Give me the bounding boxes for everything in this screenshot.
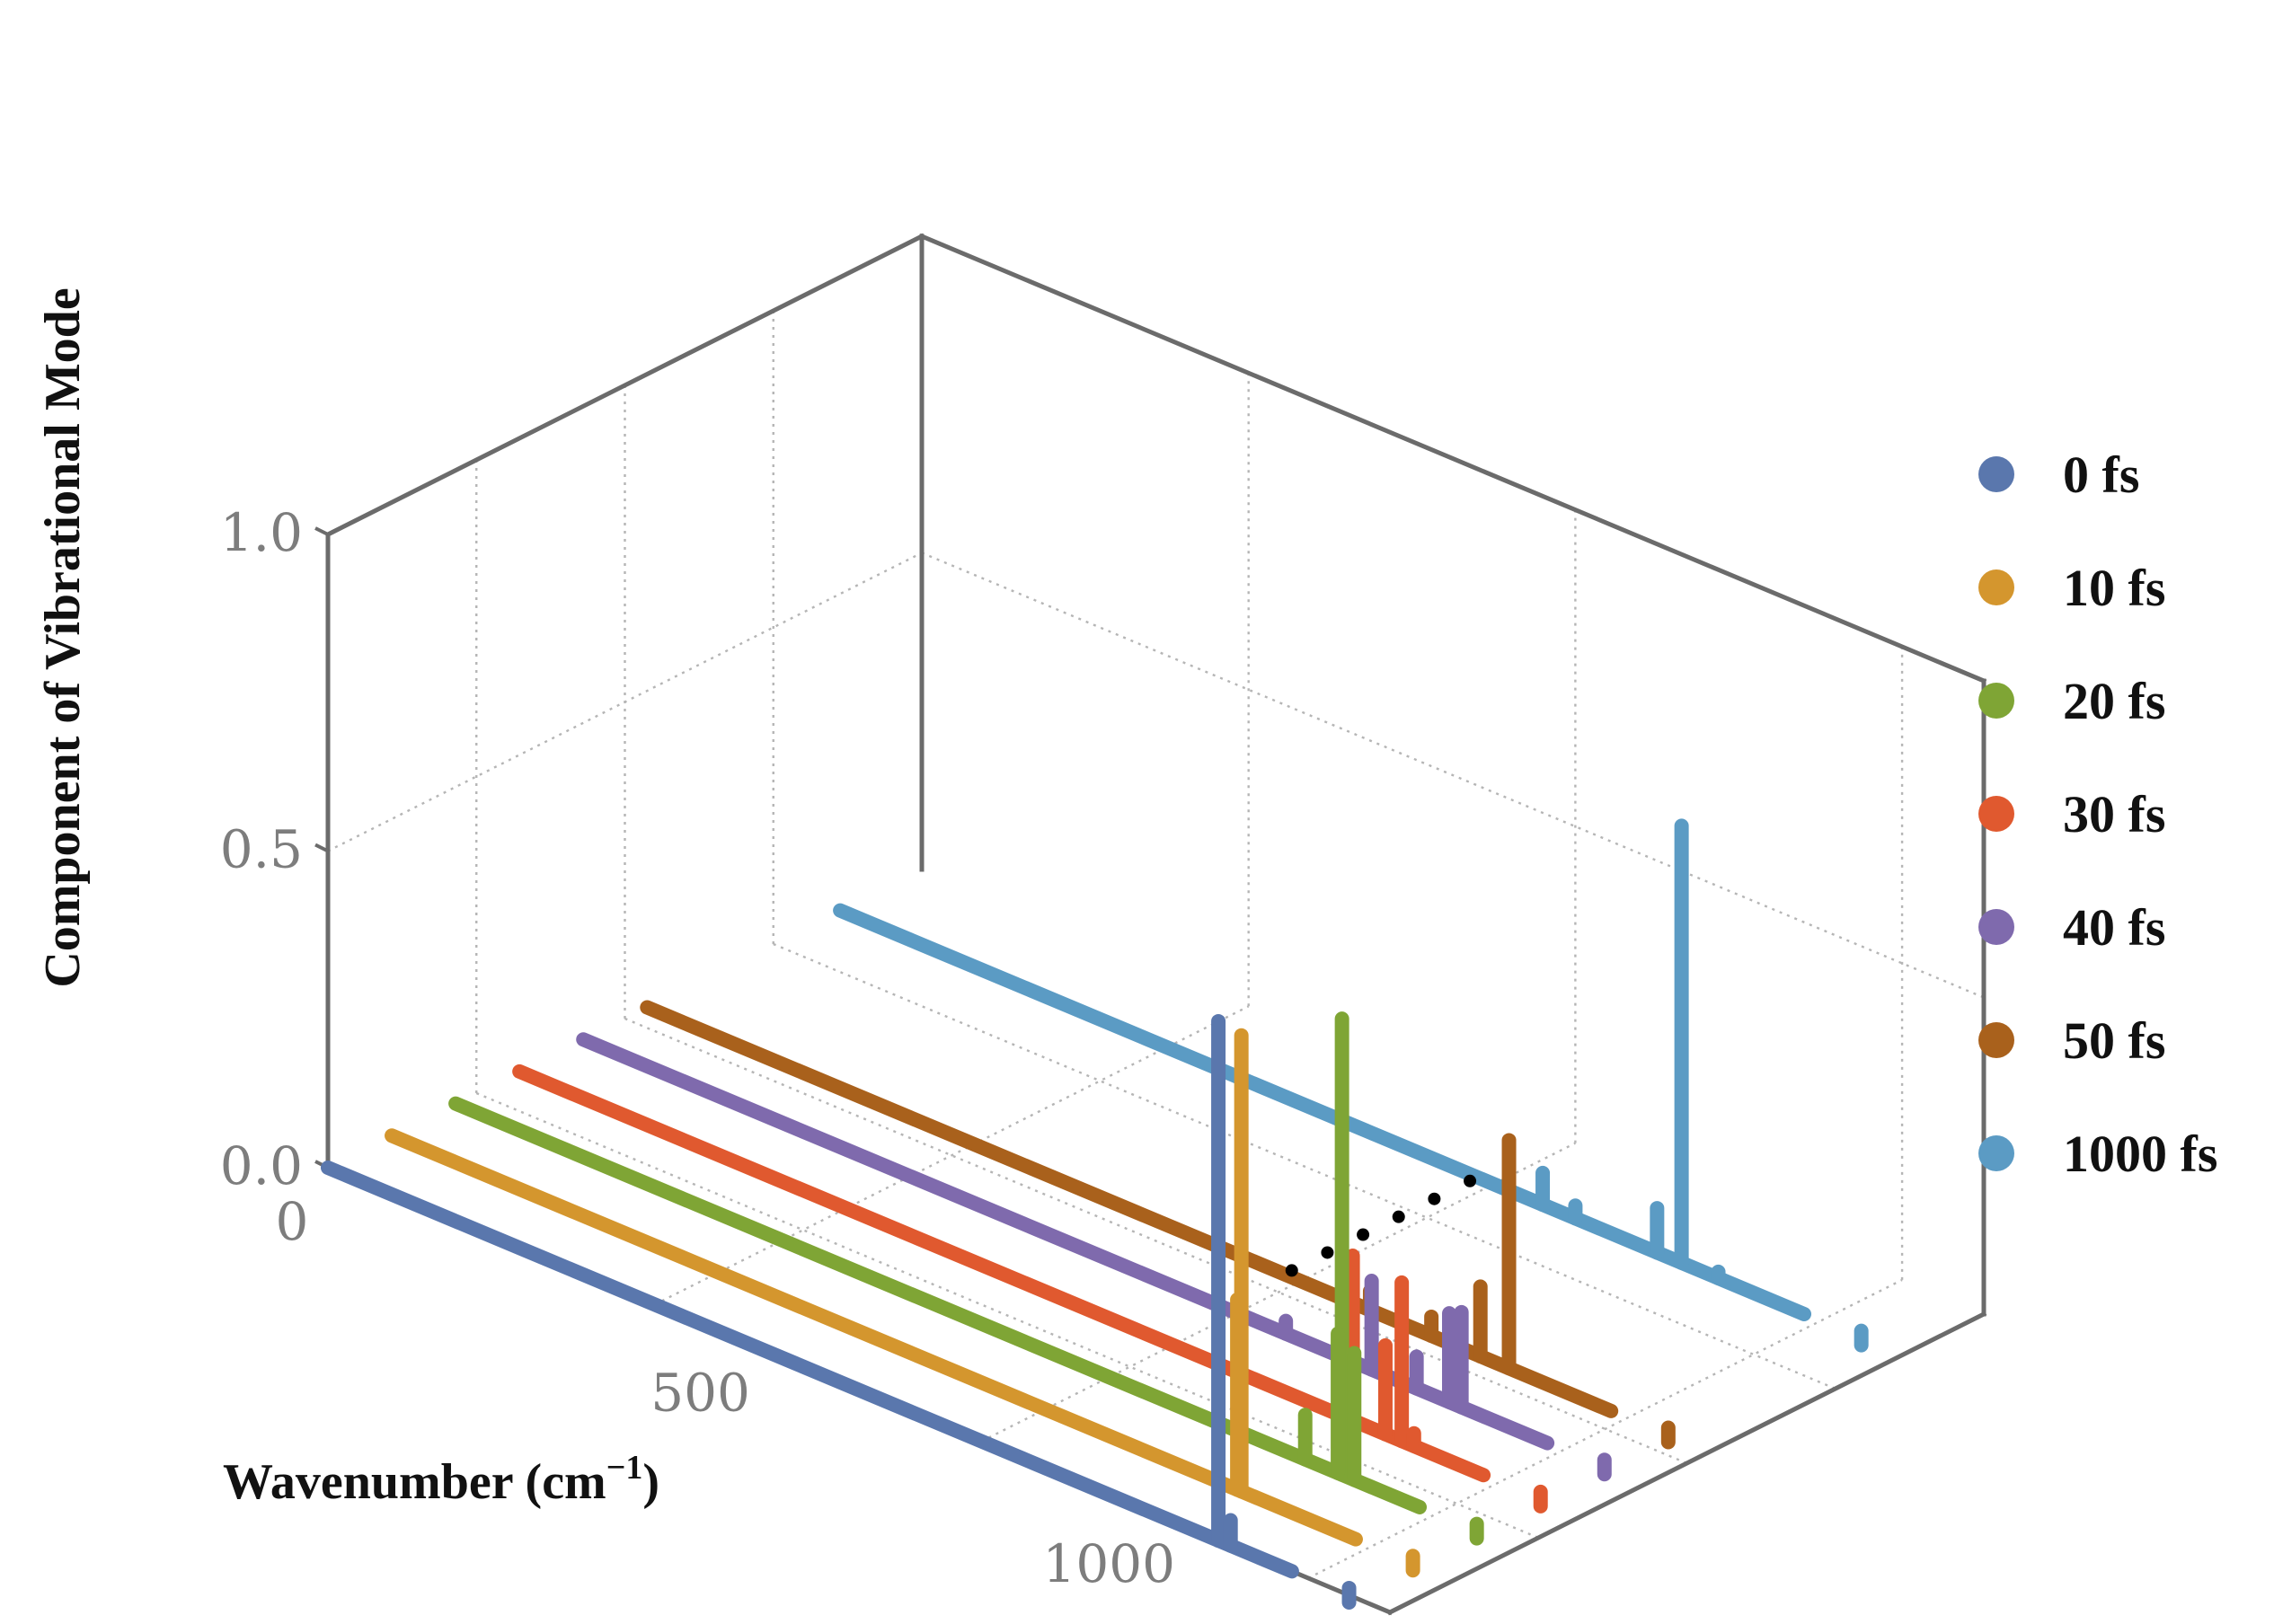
legend-marker [1978, 456, 2014, 492]
series-baseline [512, 1064, 1491, 1483]
floor-grid-line [654, 1005, 1250, 1306]
x-tick-label: 0 [276, 1191, 309, 1252]
legend-marker [1978, 569, 2014, 605]
legend-item: 20 fs [1978, 672, 2165, 730]
legend: 0 fs 10 fs 20 fs 30 fs 40 fs 50 fs 1000 fs [1978, 446, 2217, 1183]
z-tick-mark [314, 526, 329, 536]
series-0-fs [321, 1013, 1357, 1610]
floor-grid-line [475, 1091, 1539, 1540]
legend-marker [1978, 1022, 2014, 1058]
y-axis-title: Component of Vibrational Mode [35, 287, 91, 987]
floor-grid-line [1307, 1278, 1903, 1579]
floor-grid-line [980, 1142, 1576, 1443]
z-tick-mark [314, 843, 329, 853]
plot-box-edge [1386, 1311, 1987, 1616]
series-baseline [321, 1161, 1299, 1579]
legend-item: 50 fs [1978, 1011, 2165, 1070]
legend-marker [1978, 1135, 2014, 1171]
series-50-fs [640, 1000, 1676, 1450]
legend-label: 20 fs [2063, 672, 2165, 730]
gap-marker-dot [1321, 1246, 1334, 1259]
plot-box-edge [324, 233, 925, 538]
legend-label: 0 fs [2063, 446, 2139, 504]
data-series-layer [321, 818, 1869, 1610]
x-tick-label: 500 [650, 1362, 750, 1423]
legend-label: 50 fs [2063, 1011, 2165, 1070]
gap-ellipsis-marker [1285, 1174, 1477, 1277]
gap-marker-dot [1428, 1192, 1441, 1205]
floor-grid-line [773, 942, 1836, 1390]
legend-label: 1000 fs [2063, 1125, 2217, 1183]
series-10-fs [385, 1028, 1420, 1578]
grid-lines [327, 311, 1985, 1579]
gap-marker-dot [1357, 1228, 1370, 1241]
z-tick-label: 1.0 [220, 502, 303, 563]
gap-marker-dot [1464, 1174, 1477, 1187]
z-tick-label: 0.0 [220, 1135, 303, 1196]
tick-labels: 0.0 0.5 1.0 0 500 1000 [220, 502, 1175, 1594]
plot-box [314, 233, 1987, 1616]
x-axis-unit-exponent: −1 [606, 1449, 643, 1487]
series-30-fs [512, 1064, 1548, 1514]
legend-label: 40 fs [2063, 898, 2165, 957]
legend-label: 30 fs [2063, 785, 2165, 843]
legend-label: 10 fs [2063, 559, 2165, 617]
x-axis-title: Wavenumber (cm−1) [223, 1449, 659, 1510]
legend-marker [1978, 796, 2014, 832]
series-baseline [833, 903, 1812, 1321]
plot-box-edge [918, 233, 1987, 684]
legend-item: 0 fs [1978, 446, 2139, 504]
legend-item: 1000 fs [1978, 1125, 2217, 1183]
x-tick-label: 1000 [1042, 1533, 1175, 1594]
series-1000-fs [833, 818, 1869, 1353]
legend-item: 30 fs [1978, 785, 2165, 843]
back-wall-grid-line [921, 552, 1985, 999]
legend-item: 10 fs [1978, 559, 2165, 617]
left-wall-grid-line [327, 552, 923, 852]
series-20-fs [448, 1011, 1484, 1546]
gap-marker-dot [1285, 1264, 1298, 1277]
z-tick-label: 0.5 [220, 819, 303, 880]
legend-item: 40 fs [1978, 898, 2165, 957]
gap-marker-dot [1392, 1210, 1405, 1223]
floor-grid-line [624, 1017, 1687, 1465]
legend-marker [1978, 683, 2014, 719]
series-baseline [448, 1096, 1428, 1514]
series-baseline [385, 1128, 1363, 1547]
legend-marker [1978, 909, 2014, 945]
